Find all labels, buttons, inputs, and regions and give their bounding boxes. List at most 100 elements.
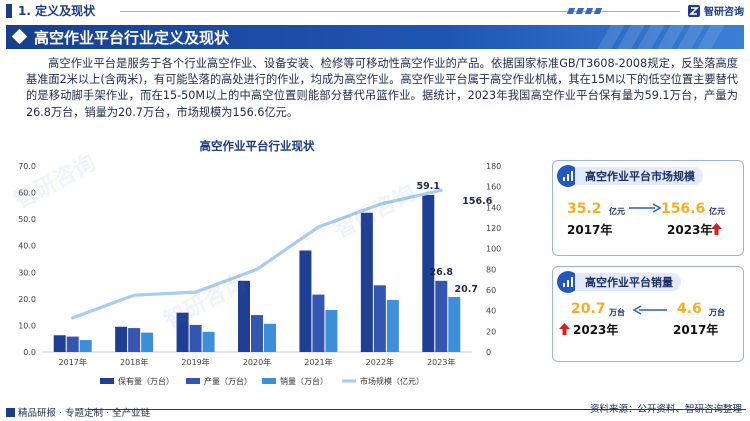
market-2017-value: 35.2 — [567, 201, 602, 217]
bar — [325, 310, 338, 352]
market-2017-year: 2017年 — [567, 223, 613, 237]
section-header: 1. 定义及现状 智研咨询 — [0, 0, 750, 22]
y-right-tick-label: 180 — [486, 162, 501, 171]
y-left-tick-label: 70.0 — [18, 162, 36, 171]
bar — [435, 280, 448, 352]
y-left-tick-label: 0.0 — [23, 348, 36, 357]
bar — [264, 323, 276, 352]
bar — [189, 324, 202, 352]
y-left-tick-label: 20.0 — [18, 295, 36, 304]
market-2023-year: 2023年 — [667, 223, 713, 237]
x-tick-label: 2017年 — [59, 357, 87, 367]
card-header: 高空作业平台市场规模 — [557, 165, 739, 187]
x-tick-label: 2021年 — [304, 357, 332, 367]
y-right-tick-label: 100 — [486, 245, 501, 254]
arrow-right-icon — [629, 203, 661, 213]
bar — [202, 331, 215, 352]
page-title: 高空作业平台行业定义及现状 — [34, 29, 230, 47]
sales-2023-unit: 万台 — [609, 308, 625, 317]
bar — [141, 332, 154, 352]
x-tick-label: 2022年 — [366, 357, 394, 367]
market-size-card: 高空作业平台市场规模 35.2 亿元 2017年 156.6 亿元 2023年 — [552, 160, 744, 256]
data-label-sales: 20.7 — [455, 284, 478, 295]
x-tick-label: 2018年 — [120, 357, 148, 367]
sales-2017-year: 2017年 — [673, 323, 719, 337]
y-left-tick-label: 30.0 — [18, 268, 36, 277]
brand-logo-icon — [688, 4, 700, 17]
x-tick-label: 2023年 — [427, 357, 455, 367]
up-arrow-icon — [711, 223, 722, 235]
y-right-tick-label: 140 — [486, 203, 501, 212]
chart-title: 高空作业平台行业现状 — [200, 139, 315, 153]
bar — [128, 328, 141, 352]
y-right-tick-label: 0 — [486, 348, 491, 357]
legend-label: 产量（万台） — [204, 376, 252, 386]
title-banner: 高空作业平台行业定义及现状 — [6, 25, 744, 49]
footer-divider — [88, 409, 746, 410]
bar — [422, 194, 435, 352]
market-card-title: 高空作业平台市场规模 — [585, 170, 695, 183]
data-source: 资料来源：公开资料、智研咨询整理 — [589, 404, 742, 415]
y-right-tick-label: 60 — [486, 286, 496, 295]
square-bullet-icon — [6, 407, 15, 417]
bar — [115, 326, 128, 352]
market-2023-value: 156.6 — [661, 201, 706, 217]
legend-swatch — [262, 378, 276, 384]
chart-icon — [557, 271, 579, 293]
bar — [238, 280, 250, 352]
y-right-tick-label: 20 — [486, 327, 496, 336]
sales-card: 高空作业平台销量 20.7 万台 2023年 4.6 万台 2017年 — [552, 266, 744, 362]
market-size-line — [71, 188, 443, 320]
x-tick-label: 2020年 — [243, 357, 271, 367]
section-marker — [6, 4, 12, 18]
footer-tagline: 精品研报 · 专题定制 · 全产业链 — [6, 405, 150, 419]
arrow-left-icon — [633, 305, 667, 315]
sales-2023-value: 20.7 — [571, 301, 606, 317]
bar — [79, 340, 92, 352]
legend-label: 销量（万台） — [280, 376, 328, 386]
legend-label: 保有量（万台） — [118, 376, 174, 386]
y-left-tick-label: 50.0 — [18, 215, 36, 224]
bar — [251, 315, 263, 352]
x-tick-label: 2019年 — [181, 357, 209, 367]
intro-paragraph: 高空作业平台是服务于各个行业高空作业、设备安装、检修等可移动性高空作业的产品。依… — [26, 57, 738, 119]
section-title: 1. 定义及现状 — [18, 4, 96, 18]
chart-area: 智研咨询 智研咨询 智研咨询 高空作业平台行业现状 0.0 10.0 20.0 30.0… — [0, 134, 540, 404]
diamond-icon — [11, 28, 28, 45]
sales-2017-unit: 万台 — [709, 308, 725, 317]
data-label-market-size: 156.6 — [462, 196, 492, 207]
legend-label: 市场规模（亿元） — [360, 376, 424, 386]
data-label-holding: 59.1 — [417, 181, 440, 192]
banner-decoration — [597, 25, 734, 49]
bar — [299, 250, 312, 352]
bar — [66, 336, 79, 352]
bar — [176, 312, 189, 352]
y-left-tick-label: 60.0 — [18, 189, 36, 198]
sales-card-title: 高空作业平台销量 — [585, 276, 673, 289]
bar — [373, 285, 386, 352]
chart-icon — [557, 165, 579, 187]
y-left-tick-label: 40.0 — [18, 242, 36, 251]
market-2023-unit: 亿元 — [709, 207, 725, 216]
bar — [312, 294, 325, 352]
header-decoration — [566, 8, 608, 14]
y-left-tick-label: 10.0 — [18, 321, 36, 330]
footer-tagline-text: 精品研报 · 专题定制 · 全产业链 — [18, 408, 151, 419]
brand-name: 智研咨询 — [704, 7, 744, 18]
brand-logo: 智研咨询 — [687, 3, 744, 18]
market-2017-unit: 亿元 — [609, 207, 625, 216]
y-right-tick-label: 40 — [486, 307, 496, 316]
data-label-production: 26.8 — [430, 267, 454, 278]
sales-2017-value: 4.6 — [677, 301, 702, 317]
y-right-tick-label: 80 — [486, 265, 496, 274]
bar — [448, 296, 461, 352]
y-right-tick-label: 120 — [486, 224, 501, 233]
y-right-tick-label: 160 — [486, 183, 501, 192]
bar — [360, 212, 373, 352]
header-divider — [120, 11, 680, 12]
footer: 精品研报 · 专题定制 · 全产业链 资料来源：公开资料、智研咨询整理 — [0, 404, 750, 421]
up-arrow-icon — [559, 323, 570, 335]
sales-2023-year: 2023年 — [573, 323, 619, 337]
legend-swatch — [186, 378, 200, 384]
card-header: 高空作业平台销量 — [557, 271, 739, 293]
